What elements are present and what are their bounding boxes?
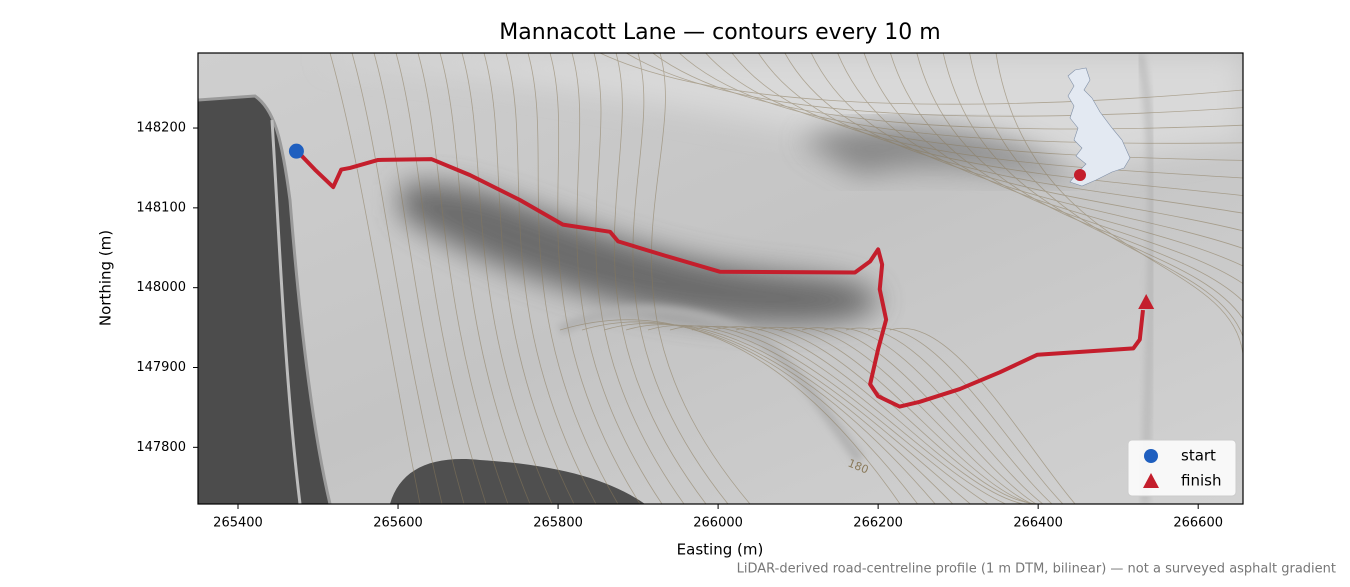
legend-label: finish (1181, 472, 1221, 490)
contour-line (823, 327, 1112, 504)
legend-swatch (1143, 473, 1159, 488)
legend-swatch (1144, 449, 1158, 463)
contour-line (549, 53, 641, 504)
contour-line (779, 327, 1076, 504)
y-tick-label: 148100 (136, 200, 186, 215)
contour-line (837, 53, 1243, 249)
contour-line (603, 322, 936, 504)
hillshade (198, 53, 1243, 504)
contour-line (916, 53, 1243, 302)
plot-frame (197, 52, 1244, 505)
contour-line (757, 327, 1059, 504)
inset-map (1067, 67, 1131, 187)
contour-line (581, 321, 918, 504)
contour-line (395, 53, 487, 504)
y-tick-label: 148200 (136, 121, 186, 136)
x-tick-label: 266200 (853, 516, 903, 531)
contour-line (651, 53, 751, 504)
start-marker (288, 143, 304, 159)
contour-line (505, 53, 597, 504)
x-tick-label: 265800 (533, 516, 583, 531)
contour-line (439, 53, 531, 504)
footnote: LiDAR-derived road-centreline profile (1… (737, 562, 1336, 577)
route-line (295, 149, 1145, 409)
contour-line (373, 53, 465, 504)
contour-line (599, 53, 1243, 105)
y-axis-label: Northing (m) (97, 230, 115, 326)
contour-line (845, 327, 1129, 504)
contour-line (593, 53, 685, 504)
contour-line (626, 53, 1243, 117)
x-tick-label: 265600 (373, 516, 423, 531)
contour-line (647, 324, 971, 504)
x-tick-label: 266000 (693, 516, 743, 531)
contour-line (461, 53, 553, 504)
contour-line (995, 53, 1243, 355)
contour-line (652, 53, 1243, 130)
contour-line (713, 326, 1024, 504)
contour-line (705, 53, 1243, 161)
contour-line (784, 53, 1243, 214)
contour-line (417, 53, 509, 504)
contour-line (483, 53, 575, 504)
contour-line (351, 53, 443, 504)
contour-line (571, 53, 663, 504)
contour-line (691, 325, 1006, 504)
chart-title: Mannacott Lane — contours every 10 m (499, 20, 940, 45)
contour-line (801, 327, 1094, 504)
contour-line (632, 53, 729, 504)
x-tick-label: 265400 (213, 516, 263, 531)
contour-line (678, 53, 1243, 144)
legend-label: start (1181, 447, 1216, 465)
contour-line (731, 53, 1243, 179)
contour-line (863, 53, 1243, 267)
x-axis-label: Easting (m) (677, 541, 764, 559)
y-tick-label: 147800 (136, 440, 186, 455)
x-tick-label: 266400 (1013, 516, 1063, 531)
contour-line (810, 53, 1243, 232)
contour-line (559, 319, 901, 504)
contour-line (735, 326, 1041, 504)
contour-line (969, 53, 1243, 337)
contour-line (625, 324, 954, 504)
y-tick-label: 148000 (136, 280, 186, 295)
contour-line (329, 53, 421, 504)
finish-marker (1138, 294, 1155, 310)
contour-line (613, 53, 707, 504)
contour-line (867, 327, 1147, 504)
x-tick-label: 266600 (1173, 516, 1223, 531)
contour-line (889, 327, 1164, 504)
contour-line (527, 53, 619, 504)
y-tick-label: 147900 (136, 360, 186, 375)
contour-line (942, 53, 1243, 320)
